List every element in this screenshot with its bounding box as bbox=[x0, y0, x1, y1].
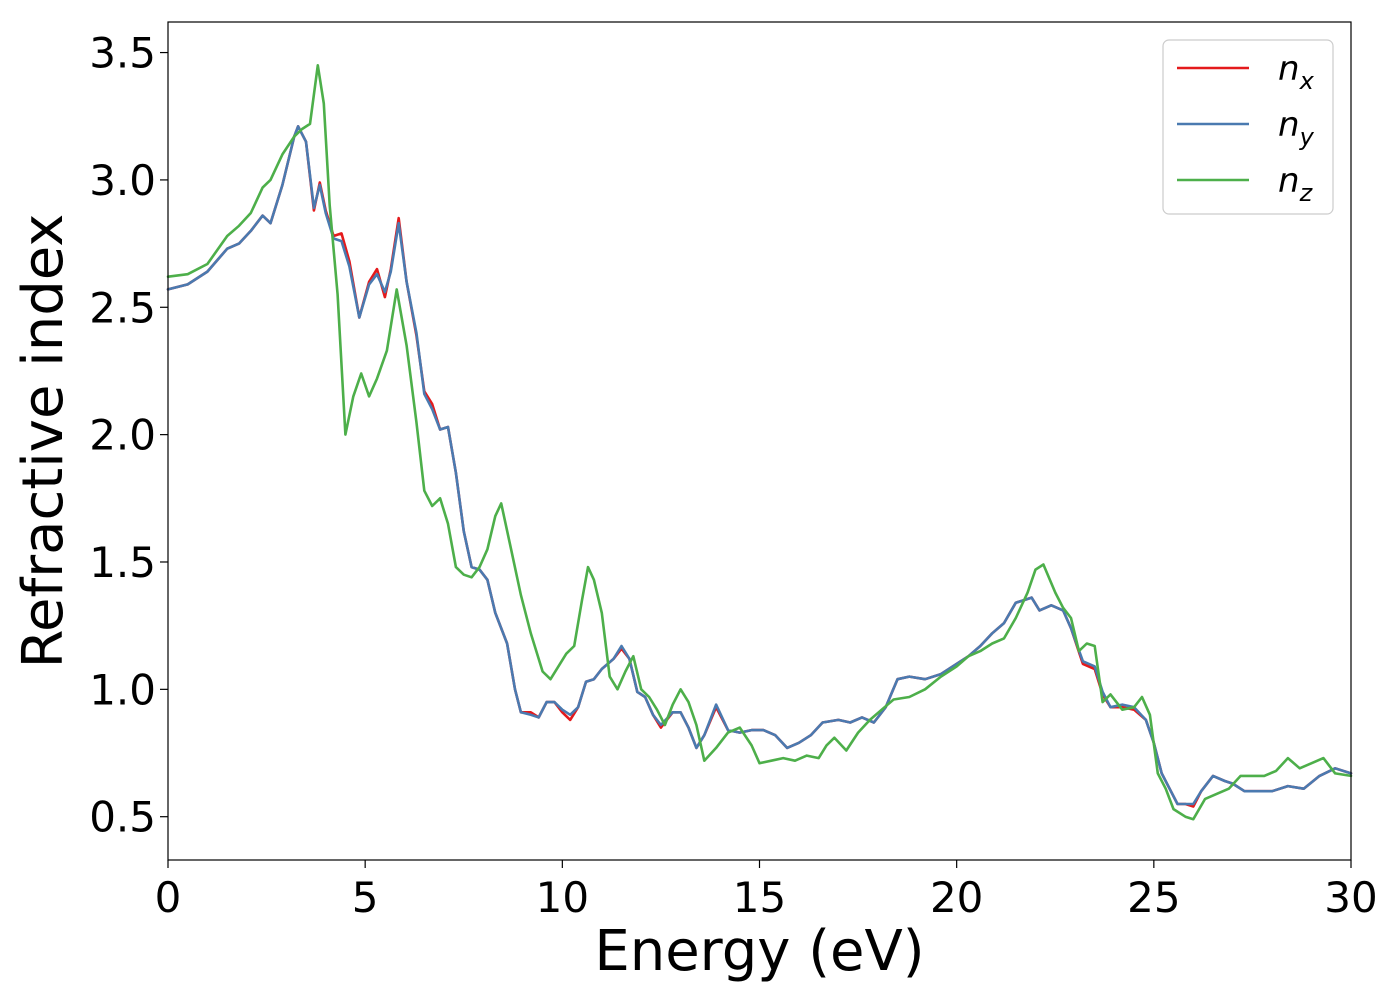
x-tick-label: 5 bbox=[352, 873, 379, 922]
legend-label-nz: nz bbox=[1278, 161, 1314, 207]
y-tick-label: 1.5 bbox=[89, 538, 156, 587]
x-tick-label: 15 bbox=[733, 873, 786, 922]
legend-label-subscript: y bbox=[1299, 123, 1315, 151]
x-tick-label: 30 bbox=[1324, 873, 1377, 922]
legend-label-nx: nx bbox=[1278, 49, 1315, 95]
x-axis-title: Energy (eV) bbox=[594, 919, 924, 984]
series-line-nz bbox=[166, 64, 1353, 821]
legend-label-subscript: z bbox=[1299, 179, 1314, 207]
legend-label-main: n bbox=[1278, 49, 1300, 89]
x-tick-label: 10 bbox=[536, 873, 589, 922]
x-tick-label: 25 bbox=[1127, 873, 1180, 922]
y-tick-label: 3.5 bbox=[89, 29, 156, 78]
y-tick-label: 3.0 bbox=[89, 156, 156, 205]
y-tick-label: 2.0 bbox=[89, 411, 156, 460]
legend-label-main: n bbox=[1278, 105, 1300, 145]
legend-box bbox=[1162, 39, 1334, 215]
series-line-ny bbox=[166, 125, 1353, 806]
x-tick-label: 0 bbox=[155, 873, 182, 922]
x-axis-ticks: 0 5 10 15 20 25 30 bbox=[155, 860, 1378, 922]
series-layer bbox=[166, 64, 1353, 821]
legend-label-subscript: x bbox=[1299, 67, 1315, 95]
legend-label-ny: ny bbox=[1278, 105, 1315, 151]
y-axis-title: Refractive index bbox=[11, 214, 76, 669]
y-tick-label: 1.0 bbox=[89, 665, 156, 714]
y-axis-ticks: 0.5 1.0 1.5 2.0 2.5 3.0 3.5 bbox=[89, 29, 168, 842]
x-tick-label: 20 bbox=[930, 873, 983, 922]
legend-label-main: n bbox=[1278, 161, 1300, 201]
y-tick-label: 2.5 bbox=[89, 283, 156, 332]
plot-background bbox=[168, 22, 1351, 860]
y-tick-label: 0.5 bbox=[89, 793, 156, 842]
